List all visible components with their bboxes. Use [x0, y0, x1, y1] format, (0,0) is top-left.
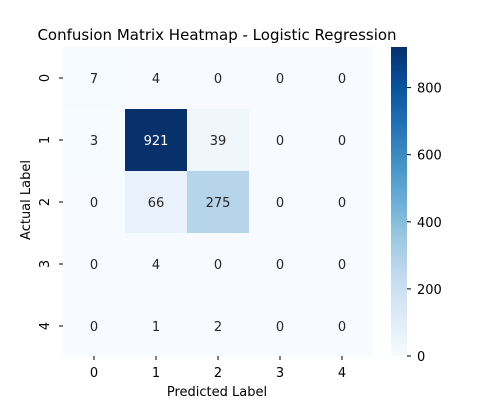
cell-value: 4: [152, 72, 160, 87]
x-tick-label: 2: [214, 366, 222, 381]
colorbar-tick-label: 0: [417, 350, 425, 365]
cell-value: 0: [276, 196, 284, 211]
colorbar-tick-label: 200: [417, 283, 442, 298]
heatmap-cell: [125, 233, 187, 295]
cell-value: 0: [338, 320, 346, 335]
heatmap-cell: [249, 233, 311, 295]
colorbar-tick-label: 600: [417, 149, 442, 164]
x-tick-label: 3: [276, 366, 284, 381]
cell-value: 0: [338, 72, 346, 87]
cell-value: 921: [144, 134, 169, 149]
heatmap-cell: [249, 295, 311, 357]
heatmap-cell: [187, 171, 249, 233]
x-tick-label: 1: [152, 366, 160, 381]
heatmap-cell: [63, 295, 125, 357]
cell-value: 0: [90, 196, 98, 211]
heatmap-cell: [249, 171, 311, 233]
heatmap-cells: [63, 47, 373, 357]
cell-value: 0: [214, 258, 222, 273]
colorbar: [391, 47, 407, 356]
heatmap-cell: [125, 295, 187, 357]
heatmap-cell: [63, 233, 125, 295]
cell-value: 0: [338, 258, 346, 273]
x-axis-ticks: 0 1 2 3 4: [90, 356, 346, 381]
y-tick-label: 2: [38, 198, 53, 206]
colorbar-tick-label: 400: [417, 216, 442, 231]
y-tick-label: 0: [38, 74, 53, 82]
y-axis-ticks: 0 1 2 3 4: [38, 74, 63, 330]
cell-value: 4: [152, 258, 160, 273]
y-tick-label: 4: [38, 322, 53, 330]
heatmap-cell: [249, 109, 311, 171]
cell-value: 39: [210, 134, 227, 149]
heatmap-cell: [311, 109, 373, 171]
heatmap-cell: [63, 47, 125, 109]
cell-value: 275: [206, 196, 231, 211]
y-tick-label: 3: [38, 260, 53, 268]
chart-title: Confusion Matrix Heatmap - Logistic Regr…: [37, 26, 396, 44]
cell-value: 0: [338, 196, 346, 211]
heatmap-cell: [187, 233, 249, 295]
x-tick-label: 0: [90, 366, 98, 381]
cell-value: 2: [214, 320, 222, 335]
colorbar-tick-label: 800: [417, 82, 442, 97]
heatmap-cell: [311, 233, 373, 295]
heatmap-cell: [311, 171, 373, 233]
cell-value: 1: [152, 320, 160, 335]
cell-value: 7: [90, 72, 98, 87]
y-tick-label: 1: [38, 136, 53, 144]
y-axis-label: Actual Label: [19, 160, 34, 240]
heatmap-cell: [63, 171, 125, 233]
cell-value: 0: [214, 72, 222, 87]
heatmap-cell: [311, 295, 373, 357]
x-tick-label: 4: [338, 366, 346, 381]
heatmap-cell: [125, 171, 187, 233]
cell-value: 3: [90, 134, 98, 149]
cell-value: 0: [338, 134, 346, 149]
heatmap-cell: [187, 295, 249, 357]
cell-value: 0: [90, 258, 98, 273]
heatmap-cell: [249, 47, 311, 109]
heatmap-cell: [311, 47, 373, 109]
heatmap-annotations: 7 4 0 0 0 3 921 39 0 0 0 66 275 0 0 0 4 0 0 0 0 1 2 0 0: [90, 72, 346, 335]
heatmap-cell: [187, 109, 249, 171]
colorbar-ticks: 0 200 400 600 800: [407, 82, 442, 365]
cell-value: 0: [90, 320, 98, 335]
cell-value: 0: [276, 72, 284, 87]
heatmap-cell: [63, 109, 125, 171]
heatmap-cell: [187, 47, 249, 109]
heatmap-cell: [125, 47, 187, 109]
cell-value: 0: [276, 320, 284, 335]
cell-value: 0: [276, 258, 284, 273]
cell-value: 0: [276, 134, 284, 149]
x-axis-label: Predicted Label: [167, 385, 267, 400]
heatmap-cell: [125, 109, 187, 171]
cell-value: 66: [148, 196, 165, 211]
